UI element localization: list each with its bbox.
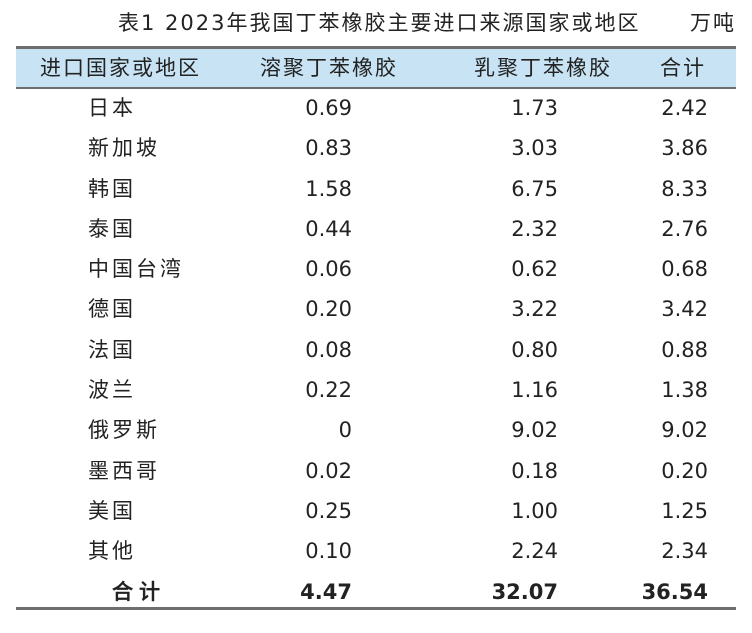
cell-region: 俄罗斯	[88, 418, 160, 443]
cell-total: 2.34	[661, 539, 708, 564]
total-total: 36.54	[641, 579, 708, 604]
cell-total: 1.38	[661, 378, 708, 403]
cell-total: 1.25	[661, 498, 708, 523]
cell-region: 墨西哥	[88, 458, 160, 483]
cell-region: 其他	[88, 539, 136, 564]
cell-solution: 0.08	[305, 337, 352, 362]
cell-region: 韩国	[88, 176, 136, 201]
table-row: 韩国 1.58 6.75 8.33	[16, 169, 736, 209]
cell-total: 2.42	[661, 96, 708, 120]
table-total-row: 合计 4.47 32.07 36.54	[16, 572, 736, 612]
table-bottom-rule	[16, 607, 736, 610]
cell-emulsion: 2.32	[511, 216, 558, 241]
cell-solution: 0.69	[305, 96, 352, 120]
cell-emulsion: 6.75	[511, 176, 558, 201]
cell-total: 9.02	[661, 418, 708, 443]
cell-emulsion: 3.22	[511, 297, 558, 322]
cell-emulsion: 0.62	[511, 257, 558, 282]
cell-total: 0.20	[661, 458, 708, 483]
table-row: 日本 0.69 1.73 2.42	[16, 88, 736, 128]
cell-region: 美国	[88, 498, 136, 523]
cell-region: 日本	[88, 96, 136, 120]
table-row: 墨西哥 0.02 0.18 0.20	[16, 451, 736, 491]
header-total: 合计	[660, 56, 706, 80]
cell-emulsion: 0.18	[511, 458, 558, 483]
table-unit-label: 万吨	[690, 11, 736, 35]
table-caption: 表1 2023年我国丁苯橡胶主要进口来源国家或地区	[118, 11, 641, 35]
header-solution-sbr: 溶聚丁苯橡胶	[260, 56, 398, 80]
cell-emulsion: 1.73	[511, 96, 558, 120]
table-row: 泰国 0.44 2.32 2.76	[16, 209, 736, 249]
table-row: 俄罗斯 0 9.02 9.02	[16, 410, 736, 450]
cell-solution: 0.02	[305, 458, 352, 483]
cell-region: 德国	[88, 297, 136, 322]
table-row: 波兰 0.22 1.16 1.38	[16, 370, 736, 410]
cell-emulsion: 0.80	[511, 337, 558, 362]
cell-region: 新加坡	[88, 136, 160, 161]
cell-region: 中国台湾	[88, 257, 184, 282]
cell-solution: 0.22	[305, 378, 352, 403]
cell-solution: 0.25	[305, 498, 352, 523]
cell-region: 波兰	[88, 378, 136, 403]
cell-emulsion: 9.02	[511, 418, 558, 443]
table-header-rule	[16, 87, 736, 89]
cell-solution: 0.06	[305, 257, 352, 282]
header-emulsion-sbr: 乳聚丁苯橡胶	[474, 56, 612, 80]
table-top-rule	[16, 46, 736, 49]
cell-total: 2.76	[661, 216, 708, 241]
cell-emulsion: 2.24	[511, 539, 558, 564]
table-title-bar: 表1 2023年我国丁苯橡胶主要进口来源国家或地区 万吨	[0, 6, 752, 40]
table-row: 德国 0.20 3.22 3.42	[16, 289, 736, 329]
table-body: 日本 0.69 1.73 2.42 新加坡 0.83 3.03 3.86 韩国 …	[16, 88, 736, 612]
cell-region: 泰国	[88, 216, 136, 241]
cell-emulsion: 1.16	[511, 378, 558, 403]
cell-total: 3.42	[661, 297, 708, 322]
total-emulsion: 32.07	[491, 579, 558, 604]
cell-region: 法国	[88, 337, 136, 362]
table-row: 法国 0.08 0.80 0.88	[16, 330, 736, 370]
table-row: 其他 0.10 2.24 2.34	[16, 531, 736, 571]
header-region: 进口国家或地区	[40, 56, 201, 80]
cell-solution: 0	[338, 418, 352, 443]
cell-emulsion: 1.00	[511, 498, 558, 523]
cell-total: 3.86	[661, 136, 708, 161]
table-row: 中国台湾 0.06 0.62 0.68	[16, 249, 736, 289]
cell-solution: 1.58	[305, 176, 352, 201]
cell-total: 0.88	[661, 337, 708, 362]
table-row: 新加坡 0.83 3.03 3.86	[16, 128, 736, 168]
cell-total: 0.68	[661, 257, 708, 282]
cell-solution: 0.83	[305, 136, 352, 161]
cell-solution: 0.44	[305, 216, 352, 241]
total-solution: 4.47	[300, 579, 352, 604]
cell-solution: 0.10	[305, 539, 352, 564]
cell-total: 8.33	[661, 176, 708, 201]
cell-emulsion: 3.03	[511, 136, 558, 161]
total-label: 合计	[112, 579, 166, 604]
cell-solution: 0.20	[305, 297, 352, 322]
table-header-row: 进口国家或地区 溶聚丁苯橡胶 乳聚丁苯橡胶 合计	[16, 49, 736, 87]
table-row: 美国 0.25 1.00 1.25	[16, 491, 736, 531]
